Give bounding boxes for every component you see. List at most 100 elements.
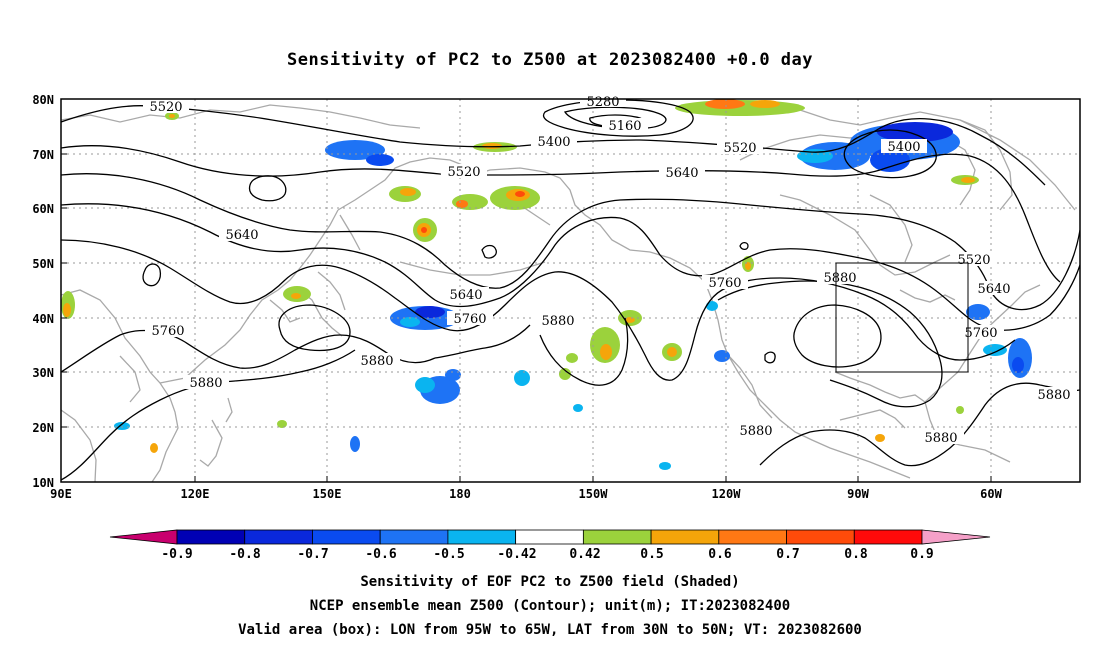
lat-label: 20N xyxy=(32,421,54,435)
svg-text:5520: 5520 xyxy=(723,141,756,156)
lon-label: 150E xyxy=(313,487,342,501)
svg-text:5760: 5760 xyxy=(708,276,741,291)
caption-contour: NCEP ensemble mean Z500 (Contour); unit(… xyxy=(309,598,791,614)
lon-label: 90W xyxy=(847,487,869,501)
contour-label: 5880 xyxy=(918,430,964,446)
contour-label: 5280 xyxy=(580,95,626,110)
svg-text:5880: 5880 xyxy=(739,424,772,439)
colorbar-label: -0.8 xyxy=(229,547,260,562)
contour-label: 5880 xyxy=(1031,387,1077,403)
lat-label: 60N xyxy=(32,202,54,216)
lon-label: 90E xyxy=(50,487,72,501)
valid-area-box xyxy=(835,262,969,373)
contour-labels: 5520 5400 5160 5280 5400 5520 5640 5520 … xyxy=(143,95,1077,446)
svg-text:5280: 5280 xyxy=(586,95,619,110)
contour-label: 5520 xyxy=(951,252,997,268)
svg-text:5160: 5160 xyxy=(608,119,641,134)
contour-label: 5880 xyxy=(535,313,581,329)
contour-label: 5400 xyxy=(531,134,577,150)
longitude-labels: 90E 120E 150E 180 150W 120W 90W 60W xyxy=(50,487,1002,501)
svg-text:5880: 5880 xyxy=(1037,388,1070,403)
lat-label: 10N xyxy=(32,476,54,490)
colorbar-label: 0.5 xyxy=(640,547,663,562)
colorbar-arrow-high xyxy=(921,529,991,545)
svg-text:5640: 5640 xyxy=(665,166,698,181)
svg-text:5880: 5880 xyxy=(360,354,393,369)
map-title: Sensitivity of PC2 to Z500 at 2023082400… xyxy=(286,50,813,70)
grid-lines xyxy=(61,99,1080,482)
svg-text:5880: 5880 xyxy=(189,376,222,391)
colorbar-labels: -0.9 -0.8 -0.7 -0.6 -0.5 -0.42 0.42 0.5 … xyxy=(161,547,933,562)
contour-label: 5640 xyxy=(219,227,265,243)
contour-label: 5880 xyxy=(817,270,863,286)
contour-label: 5160 xyxy=(602,118,648,134)
colorbar-swatch xyxy=(718,529,787,545)
svg-text:5400: 5400 xyxy=(537,135,570,150)
colorbar-swatch xyxy=(176,529,246,545)
svg-text:5880: 5880 xyxy=(823,271,856,286)
colorbar-label: 0.9 xyxy=(910,547,933,562)
svg-text:5880: 5880 xyxy=(924,431,957,446)
colorbar-swatch xyxy=(447,529,517,545)
colorbar-swatch xyxy=(515,529,584,545)
colorbar-label: 0.42 xyxy=(569,547,600,562)
lat-label: 40N xyxy=(32,312,54,326)
lon-label: 60W xyxy=(980,487,1002,501)
contour-label: 5760 xyxy=(145,323,191,339)
svg-text:5640: 5640 xyxy=(977,282,1010,297)
colorbar-label: 0.8 xyxy=(844,547,868,562)
coastlines xyxy=(61,104,1076,482)
contour-label: 5640 xyxy=(443,287,489,303)
contour-label: 5760 xyxy=(447,311,493,327)
contour-label: 5760 xyxy=(958,325,1004,341)
colorbar-swatch xyxy=(244,529,313,545)
colorbar xyxy=(109,529,991,545)
svg-text:5760: 5760 xyxy=(453,312,486,327)
contour-label: 5400 xyxy=(881,139,927,155)
contour-label: 5520 xyxy=(441,164,487,180)
contour-label: 5880 xyxy=(733,423,779,439)
colorbar-label: -0.6 xyxy=(365,547,396,562)
colorbar-label: -0.9 xyxy=(161,547,192,562)
svg-text:5760: 5760 xyxy=(151,324,184,339)
colorbar-label: 0.6 xyxy=(708,547,732,562)
lon-label: 150W xyxy=(579,487,609,501)
svg-text:5400: 5400 xyxy=(887,140,920,155)
contour-label: 5520 xyxy=(717,140,763,156)
colorbar-label: 0.7 xyxy=(776,547,799,562)
contour-label: 5640 xyxy=(659,165,705,181)
svg-text:5520: 5520 xyxy=(957,253,990,268)
svg-text:5520: 5520 xyxy=(149,100,182,115)
contour-label: 5880 xyxy=(354,353,400,369)
lon-label: 120E xyxy=(181,487,210,501)
lon-label: 120W xyxy=(712,487,742,501)
colorbar-swatch xyxy=(312,529,381,545)
sensitivity-shading xyxy=(61,99,1032,470)
lon-label: 180 xyxy=(449,487,471,501)
map-frame xyxy=(60,98,1081,483)
contour-label: 5760 xyxy=(702,275,748,291)
colorbar-swatch xyxy=(379,529,449,545)
caption-shaded: Sensitivity of EOF PC2 to Z500 field (Sh… xyxy=(360,574,740,590)
colorbar-arrow-low xyxy=(109,529,178,545)
svg-text:5640: 5640 xyxy=(225,228,258,243)
svg-text:5640: 5640 xyxy=(449,288,482,303)
colorbar-swatch xyxy=(786,529,855,545)
colorbar-swatch xyxy=(650,529,720,545)
latitude-labels: 80N 70N 60N 50N 40N 30N 20N 10N xyxy=(32,93,54,490)
lat-label: 30N xyxy=(32,366,54,380)
contour-label: 5880 xyxy=(183,375,229,391)
svg-text:5520: 5520 xyxy=(447,165,480,180)
colorbar-label: -0.42 xyxy=(497,547,536,562)
caption-valid-area: Valid area (box): LON from 95W to 65W, L… xyxy=(238,622,862,638)
contour-label: 5520 xyxy=(143,99,189,115)
colorbar-swatch xyxy=(853,529,923,545)
svg-text:5880: 5880 xyxy=(541,314,574,329)
lat-label: 80N xyxy=(32,93,54,107)
lat-label: 50N xyxy=(32,257,54,271)
lat-label: 70N xyxy=(32,148,54,162)
axis-ticks xyxy=(61,98,992,482)
colorbar-swatch xyxy=(582,529,652,545)
svg-text:5760: 5760 xyxy=(964,326,997,341)
